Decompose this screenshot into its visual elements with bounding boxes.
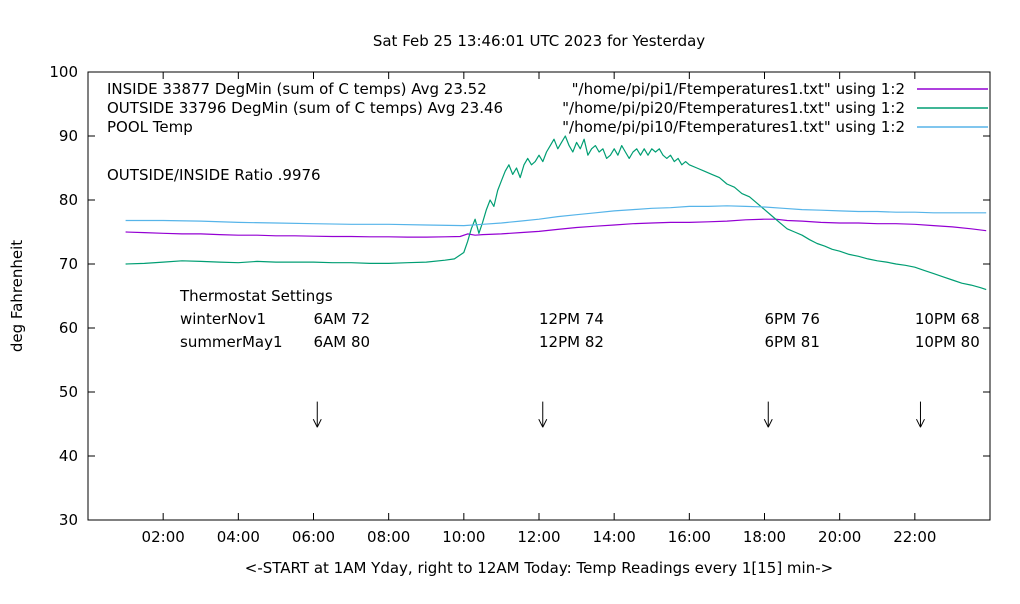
setpoint-arrowhead — [312, 418, 318, 428]
x-tick-label: 02:00 — [142, 528, 185, 546]
thermostat-value: 12PM 82 — [539, 333, 604, 351]
x-tick-label: 06:00 — [292, 528, 335, 546]
ratio-label: OUTSIDE/INSIDE Ratio .9976 — [107, 166, 321, 184]
thermostat-row-label: winterNov1 — [180, 310, 266, 328]
series-outside — [125, 135, 987, 291]
y-tick-label: 70 — [59, 255, 78, 273]
x-tick-label: 08:00 — [367, 528, 410, 546]
legend-outside-file: "/home/pi/pi20/Ftemperatures1.txt" using… — [562, 99, 905, 117]
thermostat-value: 6AM 72 — [314, 310, 371, 328]
setpoint-arrowhead — [916, 418, 921, 428]
legend-pool-label: POOL Temp — [107, 118, 193, 136]
setpoint-arrowhead — [538, 418, 544, 428]
y-tick-label: 40 — [59, 447, 78, 465]
chart-generated-layer: 02:00 04:00 06:00 08:00 10:00 12:00 14:00 16:00… — [49, 63, 990, 546]
x-tick-label: 10:00 — [442, 528, 485, 546]
thermostat-value: 12PM 74 — [539, 310, 604, 328]
setpoint-arrowhead — [920, 418, 925, 428]
x-tick-label: 22:00 — [893, 528, 936, 546]
x-tick-label: 04:00 — [217, 528, 260, 546]
legend-outside-label: OUTSIDE 33796 DegMin (sum of C temps) Av… — [107, 99, 503, 117]
y-tick-label: 80 — [59, 191, 78, 209]
series-pool — [125, 205, 987, 227]
x-tick-label: 12:00 — [517, 528, 560, 546]
thermostat-value: 10PM 68 — [915, 310, 980, 328]
thermostat-value: 6AM 80 — [314, 333, 371, 351]
thermostat-value: 6PM 76 — [765, 310, 820, 328]
x-tick-label: 20:00 — [818, 528, 861, 546]
y-tick-label: 60 — [59, 319, 78, 337]
legend-inside-label: INSIDE 33877 DegMin (sum of C temps) Avg… — [107, 80, 487, 98]
setpoint-arrowhead — [316, 418, 322, 428]
series-inside — [125, 218, 987, 238]
setpoint-arrowhead — [542, 418, 548, 428]
chart-title: Sat Feb 25 13:46:01 UTC 2023 for Yesterd… — [373, 32, 705, 50]
x-axis-label: <-START at 1AM Yday, right to 12AM Today… — [245, 559, 833, 577]
legend-inside-file: "/home/pi/pi1/Ftemperatures1.txt" using … — [572, 80, 905, 98]
thermostat-value: 10PM 80 — [915, 333, 980, 351]
thermostat-title: Thermostat Settings — [179, 287, 333, 305]
legend: INSIDE 33877 DegMin (sum of C temps) Avg… — [107, 80, 988, 136]
setpoint-arrowhead — [767, 418, 773, 428]
plot-border — [87, 71, 991, 521]
y-tick-label: 90 — [59, 127, 78, 145]
y-tick-label: 100 — [49, 63, 78, 81]
y-tick-label: 50 — [59, 383, 78, 401]
x-tick-label: 18:00 — [743, 528, 786, 546]
thermostat-row-label: summerMay1 — [180, 333, 283, 351]
legend-pool-file: "/home/pi/pi10/Ftemperatures1.txt" using… — [562, 118, 905, 136]
y-axis-label: deg Fahrenheit — [8, 240, 26, 352]
setpoint-arrowhead — [763, 418, 769, 428]
x-tick-label: 14:00 — [593, 528, 636, 546]
thermostat-value: 6PM 81 — [765, 333, 820, 351]
x-tick-label: 16:00 — [668, 528, 711, 546]
y-tick-label: 30 — [59, 511, 78, 529]
